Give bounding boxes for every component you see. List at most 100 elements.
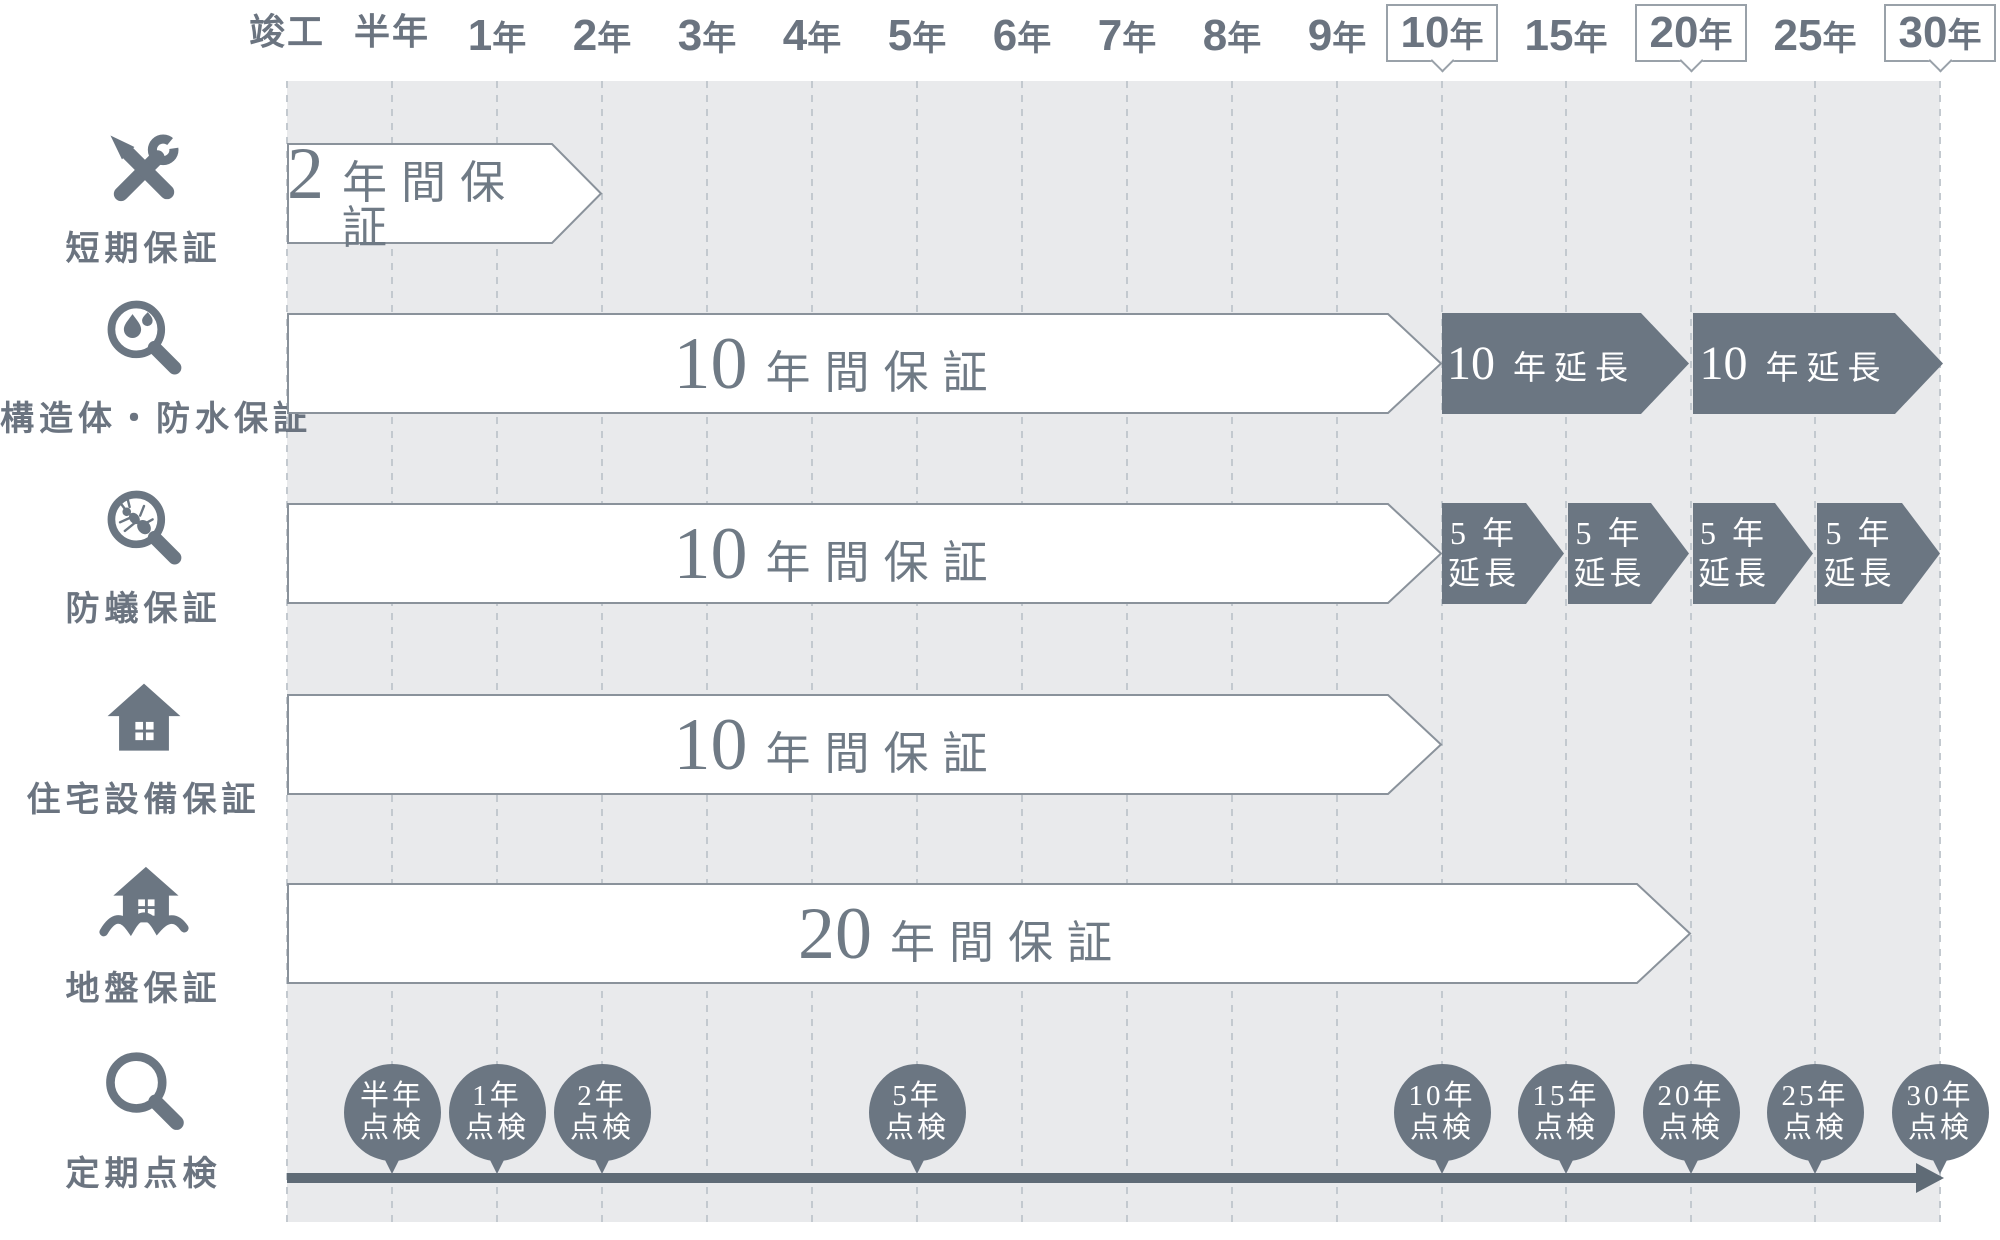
anti-termite-bar-dark: 5 年延長: [1442, 503, 1564, 604]
magnifier-drop-icon: [0, 293, 287, 385]
axis-tick-半年: 半年: [353, 11, 431, 52]
plot-area: [287, 81, 1940, 1222]
bar-text: 2 年間保証: [287, 137, 552, 251]
row-header-inspection: 定期点検: [0, 1048, 287, 1195]
inspection-balloon-半年: 半年 点検: [343, 1064, 441, 1161]
bar-text-lines: 5 年延長: [1698, 516, 1770, 591]
gridline-8年: [1231, 81, 1233, 1222]
row-header-anti-termite: 防蟻保証: [0, 483, 287, 630]
anti-termite-bar-dark: 5 年延長: [1568, 503, 1689, 604]
inspection-balloon-text: 20年: [1657, 1079, 1725, 1112]
inspection-balloon-text: 点検: [464, 1111, 529, 1144]
row-label: 地盤保証: [65, 970, 222, 1008]
bar-text-number: 2: [287, 132, 324, 215]
gridline-15年: [1565, 81, 1567, 1222]
bar-text-line: 延長: [1447, 554, 1520, 591]
row-header-structure-waterproof: 構造体・防水保証: [0, 293, 307, 440]
bar-text: 5 年延長: [1568, 503, 1651, 604]
magnifier-icon: [0, 1048, 287, 1140]
bar-text-line: 延長: [1823, 554, 1896, 591]
axis-tick-text: 30 年: [1898, 8, 1982, 57]
gridline-3年: [706, 81, 708, 1222]
bar-text-kanji: 年延長: [1765, 350, 1889, 387]
bar-text-number: 10: [1447, 336, 1495, 390]
bar-text-kanji: 年間保証: [765, 537, 1002, 588]
bar-text: 5 年延長: [1693, 503, 1775, 604]
inspection-balloon-text: 1年: [472, 1079, 522, 1112]
structure-waterproof-bar-dark: 10 年延長: [1693, 313, 1943, 414]
row-header-equipment: 住宅設備保証: [0, 674, 287, 821]
bar-text-kanji: 年間保証: [765, 347, 1002, 398]
house-icon: [0, 674, 287, 766]
gridline-5年: [916, 81, 918, 1222]
bar-text-kanji: 年間保証: [889, 917, 1126, 968]
bar-text-number: 10: [1699, 336, 1748, 390]
gridline-9年: [1336, 81, 1338, 1222]
structure-waterproof-bar-white: 10 年間保証: [287, 313, 1443, 414]
inspection-balloon-text: 25年: [1781, 1079, 1849, 1112]
bar-text-lines: 5 年延長: [1823, 515, 1896, 591]
ground-bar-white: 20 年間保証: [287, 883, 1692, 984]
axis-tick-15年: 15 年: [1524, 11, 1608, 60]
equipment-bar-white: 10 年間保証: [287, 694, 1443, 795]
bar-text-kanji: 年間保証: [342, 157, 520, 253]
inspection-balloon-text: 点検: [1533, 1111, 1598, 1144]
bar-text-lines: 5 年延長: [1573, 516, 1646, 591]
bar-text: 10 年間保証: [287, 313, 1388, 414]
bar-text: 10 年間保証: [287, 503, 1388, 604]
gridline-2年: [601, 81, 603, 1222]
inspection-balloon-text: 半年: [359, 1079, 424, 1112]
inspection-balloon-text: 30年: [1906, 1079, 1974, 1112]
inspection-balloon-15年: 15年 点検: [1517, 1064, 1615, 1161]
inspection-balloon-text: 15年: [1532, 1079, 1600, 1112]
inspection-balloon-5年: 5年 点検: [868, 1064, 966, 1161]
bar-text-row: 10 年延長: [1447, 336, 1636, 390]
bar-text-row: 10 年間保証: [673, 327, 1001, 401]
axis-tick-25年: 25 年: [1773, 11, 1857, 60]
row-label: 住宅設備保証: [26, 781, 261, 819]
inspection-balloon-text: 点検: [1409, 1111, 1474, 1144]
inspection-balloon-10年: 10年 点検: [1393, 1064, 1491, 1161]
inspection-balloon-text: 点検: [569, 1111, 634, 1144]
anti-termite-bar-dark: 5 年延長: [1693, 503, 1813, 604]
bar-text: 10 年間保証: [287, 694, 1388, 795]
bar-text-line: 延長: [1573, 554, 1646, 591]
bar-text-row: 2 年間保証: [287, 137, 552, 251]
tools-icon: [0, 123, 287, 215]
row-label: 防蟻保証: [65, 590, 222, 628]
bar-text-number: 10: [673, 512, 748, 595]
inspection-balloon-text: 点検: [1782, 1111, 1847, 1144]
bar-text: 10 年延長: [1442, 313, 1641, 414]
bar-text-line: 5 年: [1825, 515, 1894, 552]
gridline-竣工: [286, 81, 288, 1222]
magnifier-ant-icon: [0, 483, 287, 575]
structure-waterproof-bar-dark: 10 年延長: [1442, 313, 1689, 414]
axis-tick-竣工: 竣工: [248, 11, 326, 52]
row-label: 短期保証: [65, 230, 222, 268]
bar-text-lines: 5 年延長: [1447, 516, 1520, 591]
inspection-balloon-text: 点検: [1658, 1111, 1723, 1144]
house-ground-icon: [0, 863, 287, 955]
inspection-balloon-text: 点検: [1907, 1111, 1972, 1144]
gridline-4年: [811, 81, 813, 1222]
bar-text-row: 10 年延長: [1699, 336, 1889, 390]
gridline-30年: [1939, 81, 1941, 1222]
inspection-balloon-text: 2年: [577, 1079, 627, 1112]
row-label: 定期点検: [65, 1155, 222, 1193]
row-header-ground: 地盤保証: [0, 863, 287, 1010]
axis-tick-text: 20 年: [1649, 8, 1733, 57]
bar-text-number: 10: [673, 322, 748, 405]
inspection-balloon-1年: 1年 点検: [448, 1064, 546, 1161]
bar-text-kanji: 年延長: [1513, 350, 1636, 387]
inspection-balloon-20年: 20年 点検: [1642, 1064, 1740, 1161]
anti-termite-bar-dark: 5 年延長: [1817, 503, 1940, 604]
